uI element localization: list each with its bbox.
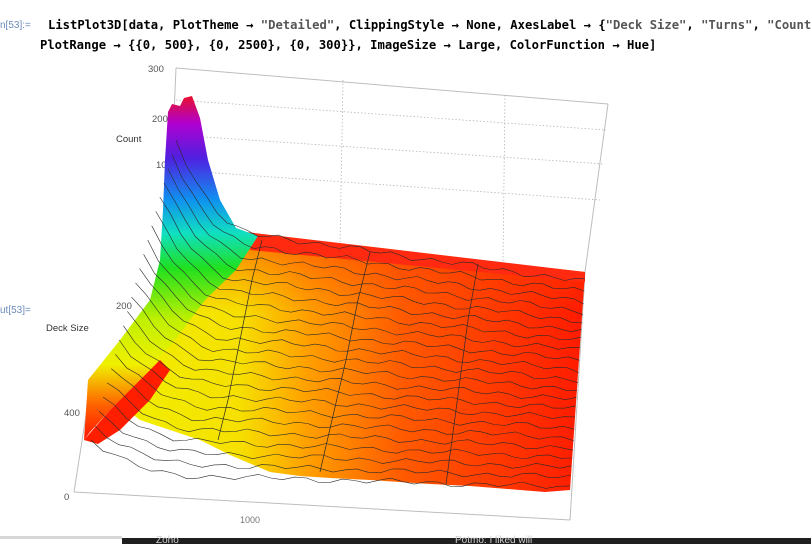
code-theme-string: "Detailed" <box>260 18 335 32</box>
taskbar <box>122 538 811 544</box>
mesh-contour-line <box>102 396 573 460</box>
deck-tick-label: 400 <box>64 408 80 419</box>
deck-axis-ticks: 200 400 0 <box>64 301 132 503</box>
mesh-contour-line <box>119 339 576 419</box>
mesh-contour-line <box>163 182 584 316</box>
code-fn: ListPlot3D[data, PlotTheme → <box>48 18 261 32</box>
code-label-deck: "Deck Size" <box>605 18 687 32</box>
z-tick-label: 10 <box>156 160 167 171</box>
surface-mesh-vertical <box>217 239 479 485</box>
z-axis-ticks: 300 200 10 <box>148 64 168 171</box>
surface-front-lip <box>84 360 170 444</box>
mesh-contour-line <box>111 368 574 441</box>
surface-plot-3d[interactable]: 300 200 10 Count 200 400 0 Deck Size 100… <box>0 60 811 532</box>
surface-far-edge <box>246 232 585 282</box>
code-label-count: "Count" <box>767 18 811 32</box>
deck-tick-label: 200 <box>116 301 132 312</box>
taskbar-item-zoho[interactable]: Zoho <box>156 535 179 546</box>
mesh-contour-line <box>139 268 579 373</box>
code-line-2[interactable]: PlotRange → {{0, 500}, {0, 2500}, {0, 30… <box>40 38 657 52</box>
mesh-contour-line <box>115 354 575 430</box>
mesh-contour-line <box>147 239 581 350</box>
code-line-1[interactable]: ListPlot3D[data, PlotTheme → "Detailed",… <box>48 18 811 32</box>
count-axis-label: Count <box>116 134 142 145</box>
mesh-contour-line <box>171 154 585 292</box>
mesh-contour-line <box>98 411 572 469</box>
mesh-contour-line <box>155 211 582 333</box>
deck-size-axis-label: Deck Size <box>46 323 89 334</box>
code-label-turns: "Turns" <box>701 18 753 32</box>
output-cell-label: ut[53]= <box>0 305 31 316</box>
surface-peak <box>84 96 258 440</box>
surface-mesh <box>90 139 586 489</box>
code-sep-1: , <box>686 18 702 32</box>
mesh-contour-line <box>127 311 577 401</box>
taskbar-item-window[interactable]: Potmo: I liked will <box>455 535 533 546</box>
taskbar-left <box>0 536 122 539</box>
deck-tick-label: 0 <box>64 492 69 503</box>
mesh-contour-line <box>94 425 571 478</box>
back-wall-grid <box>172 79 607 266</box>
code-mid: , ClippingStyle → None, AxesLabel → { <box>334 18 606 32</box>
mesh-contour-line <box>167 168 584 305</box>
mesh-contour-line <box>151 225 581 340</box>
turns-tick-label: 1000 <box>240 515 260 525</box>
z-tick-label: 300 <box>148 64 164 75</box>
mesh-contour-line <box>159 196 583 324</box>
code-sep-2: , <box>752 18 768 32</box>
mesh-contour-line <box>131 296 578 391</box>
mesh-contour-line <box>175 139 586 281</box>
mesh-contour-line <box>123 325 576 409</box>
mesh-contour-line <box>107 382 573 451</box>
mesh-contour-line <box>90 439 571 489</box>
z-tick-label: 200 <box>152 114 168 125</box>
input-cell-label: n[53]:= <box>0 20 31 31</box>
mesh-contour-line <box>135 282 578 383</box>
mesh-contour-line <box>143 254 580 361</box>
